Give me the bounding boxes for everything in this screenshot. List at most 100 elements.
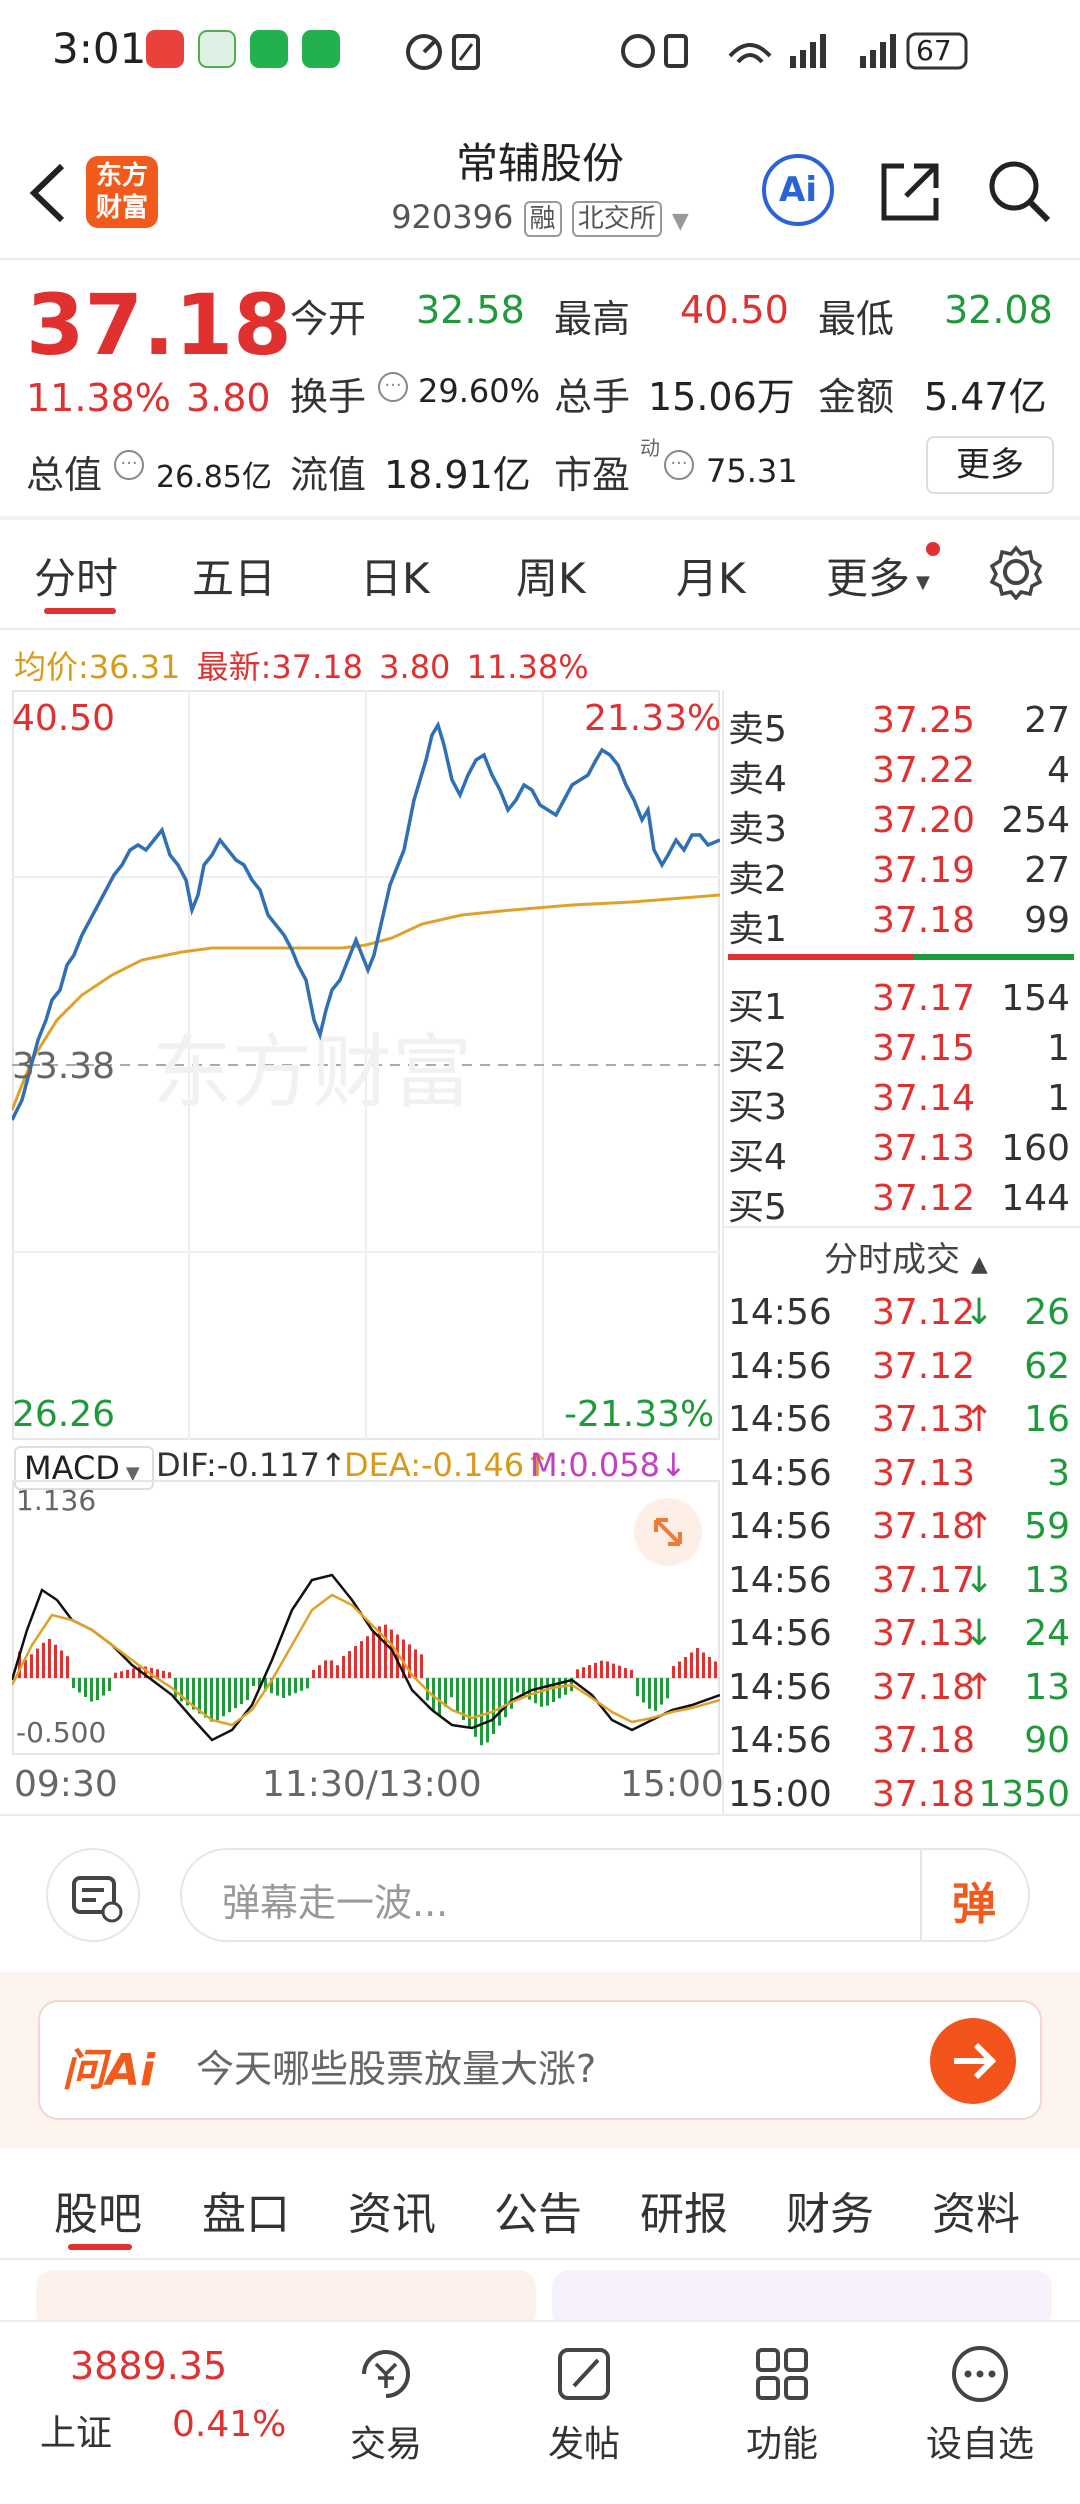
orderbook-price: 37.12 [872, 1178, 976, 1219]
danmu-send-button[interactable]: 弹 [952, 1879, 996, 1930]
orderbook-price: 37.18 [872, 900, 976, 941]
dropdown-icon[interactable]: ▼ [671, 209, 689, 234]
macd-histogram-bar [348, 1651, 351, 1678]
tab-news[interactable]: 资讯 [348, 2189, 436, 2240]
settings-gear-icon[interactable] [988, 544, 1044, 600]
macd-histogram-bar [660, 1678, 663, 1705]
trade-price: 37.13 [872, 1452, 976, 1494]
orderbook-price: 37.17 [872, 978, 976, 1019]
status-right-icons [621, 32, 968, 70]
orderbook-price: 37.13 [872, 1128, 976, 1169]
expand-chart-icon[interactable] [634, 1498, 702, 1566]
macd-top-value: 1.136 [16, 1484, 97, 1517]
tab-pankou[interactable]: 盘口 [202, 2189, 290, 2240]
intraday-chart-svg: 东方财富 [12, 690, 720, 1440]
orderbook-row[interactable]: 买1 37.17 154 [728, 978, 1076, 1028]
share-icon[interactable] [878, 158, 944, 224]
trade-icon [362, 2350, 410, 2398]
macd-histogram-bar [192, 1678, 195, 1710]
stock-name: 常辅股份 [455, 139, 624, 188]
nav-trade[interactable]: 交易 [306, 2342, 466, 2467]
trade-time: 14:56 [728, 1720, 832, 1761]
macd-histogram-bar [666, 1678, 669, 1699]
volume-value: 15.06万 [648, 375, 795, 419]
macd-histogram-bar [54, 1644, 57, 1678]
tab-profile[interactable]: 资料 [932, 2189, 1020, 2240]
tab-monthly-k[interactable]: 月K [676, 554, 746, 603]
pe-superscript: 动 [640, 436, 660, 460]
intraday-chart[interactable]: 东方财富 40.50 21.33% 33.38 26.26 -21.33% [12, 690, 722, 1440]
search-icon[interactable] [984, 156, 1054, 226]
orderbook-row[interactable]: 买3 37.14 1 [728, 1078, 1076, 1128]
macd-histogram-bar [354, 1646, 357, 1678]
macd-chart[interactable]: 1.136 -0.500 [12, 1480, 720, 1755]
orderbook-price: 37.25 [872, 700, 976, 741]
ai-button[interactable]: Ai [762, 154, 834, 226]
macd-histogram-bar [378, 1626, 381, 1678]
orderbook-row[interactable]: 卖1 37.18 99 [728, 900, 1076, 950]
orderbook-row[interactable]: 买5 37.12 144 [728, 1178, 1076, 1228]
orderbook-row[interactable]: 卖4 37.22 4 [728, 750, 1076, 800]
orderbook-row[interactable]: 卖5 37.25 27 [728, 700, 1076, 750]
macd-histogram-bar [546, 1678, 549, 1706]
macd-histogram-bar [174, 1678, 177, 1698]
nav-post[interactable]: 发帖 [504, 2342, 664, 2467]
float-label: 流值 [290, 453, 367, 497]
down-arrow-icon: ↓ [964, 1559, 995, 1601]
trade-time: 14:56 [728, 1345, 832, 1387]
orderbook-row[interactable]: 卖2 37.19 27 [728, 850, 1076, 900]
stock-code: 920396 [391, 198, 514, 236]
tab-more[interactable]: 更多 [826, 554, 911, 603]
macd-histogram-bar [672, 1666, 675, 1678]
nav-watchlist[interactable]: 设自选 [900, 2342, 1060, 2467]
macd-histogram-bar [630, 1670, 633, 1678]
macd-histogram-bar [96, 1678, 99, 1700]
macd-histogram-bar [84, 1678, 87, 1697]
notification-dot [926, 542, 940, 556]
danmu-settings-button[interactable] [46, 1848, 140, 1942]
trade-time: 14:56 [728, 1506, 832, 1547]
orderbook-volume: 160 [1001, 1128, 1070, 1169]
macd-histogram-bar [72, 1678, 75, 1688]
tab-research[interactable]: 研报 [640, 2189, 728, 2240]
back-arrow-icon[interactable] [22, 158, 72, 228]
orderbook-volume: 154 [1001, 978, 1070, 1019]
orderbook-row[interactable]: 买4 37.13 160 [728, 1128, 1076, 1178]
ask-ai-bar[interactable]: 问Ai 今天哪些股票放量大涨? [38, 2000, 1042, 2120]
tab-five-day[interactable]: 五日 [192, 554, 277, 603]
macd-histogram-bar [138, 1666, 141, 1678]
tab-intraday[interactable]: 分时 [34, 554, 119, 603]
macd-histogram-bar [126, 1669, 129, 1678]
trade-row: 14:56 37.17 ↓ 13 [728, 1560, 1076, 1610]
info-icon[interactable]: ··· [114, 450, 144, 480]
macd-histogram-bar [504, 1678, 507, 1718]
tab-announcements[interactable]: 公告 [494, 2189, 582, 2240]
danmu-input[interactable]: 弹幕走一波... 弹 [180, 1848, 1030, 1942]
low-value: 32.08 [944, 288, 1053, 332]
tab-guba[interactable]: 股吧 [54, 2189, 142, 2240]
macd-histogram-bar [600, 1660, 603, 1678]
macd-histogram-bar [618, 1665, 621, 1678]
ask-ai-go-button[interactable] [930, 2018, 1016, 2104]
orderbook-price: 37.14 [872, 1078, 976, 1119]
orderbook-row[interactable]: 卖3 37.20 254 [728, 800, 1076, 850]
macd-histogram-bar [186, 1678, 189, 1706]
trades-title[interactable]: 分时成交 ▲ [824, 1240, 988, 1280]
high-label: 最高 [554, 297, 631, 341]
macd-histogram-bar [90, 1678, 93, 1702]
macd-histogram-bar [108, 1678, 111, 1691]
macd-histogram-bar [180, 1678, 183, 1702]
tab-daily-k[interactable]: 日K [360, 554, 430, 603]
tab-finance[interactable]: 财务 [786, 2189, 874, 2240]
tab-weekly-k[interactable]: 周K [516, 554, 586, 603]
nav-functions[interactable]: 功能 [702, 2342, 862, 2467]
more-quote-button[interactable]: 更多 [926, 436, 1054, 494]
info-icon[interactable]: ··· [378, 372, 408, 402]
trade-price: 37.13 [872, 1613, 976, 1654]
chart-top-pct: 21.33% [584, 698, 722, 739]
info-icon[interactable]: ··· [664, 450, 694, 480]
index-name[interactable]: 上证 [40, 2413, 113, 2454]
macd-histogram-bar [516, 1678, 519, 1693]
danmu-placeholder: 弹幕走一波... [222, 1881, 449, 1925]
orderbook-row[interactable]: 买2 37.15 1 [728, 1028, 1076, 1078]
